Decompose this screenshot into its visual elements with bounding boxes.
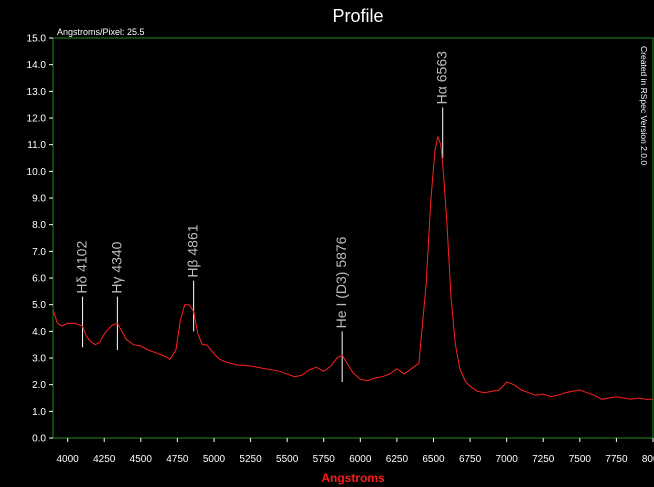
spectrum-line [52,134,653,400]
annotation-label: He I (D3) 5876 [333,236,349,328]
y-tick-label: 7.0 [32,247,46,258]
x-tick-label: 4250 [93,454,116,465]
y-tick-label: 4.0 [32,327,46,338]
x-tick-label: 7250 [532,454,555,465]
annotation-label: Hγ 4340 [108,241,124,293]
angstroms-per-pixel-label: Angstroms/Pixel: 25.5 [57,27,145,37]
x-tick-label: 5750 [313,454,336,465]
chart-title: Profile [332,6,383,26]
x-tick-label: 6000 [349,454,372,465]
y-tick-label: 15.0 [27,34,47,45]
y-tick-label: 2.0 [32,380,46,391]
y-tick-label: 10.0 [27,167,47,178]
x-axis-title: Angstroms [321,471,385,485]
x-tick-label: 5250 [239,454,262,465]
x-tick-label: 8000 [642,454,654,465]
annotation-label: Hδ 4102 [74,241,90,294]
x-tick-label: 4500 [130,454,153,465]
y-tick-label: 12.0 [27,114,47,125]
x-tick-label: 4000 [57,454,80,465]
emission-line-annotations: Hδ 4102 Hγ 4340 Hβ 4861 He I (D3) 5876 Hα 65… [74,51,450,382]
y-axis: 0.0 1.0 2.0 3.0 4.0 5.0 6.0 7.0 8.0 9.0 10.0 11.0 12… [27,34,53,445]
x-axis: 4000 4250 4500 4750 5000 5250 5500 5750 6000 6250… [57,438,654,465]
annotation-label: Hα 6563 [434,51,450,104]
y-tick-label: 14.0 [27,60,47,71]
x-tick-label: 7000 [496,454,519,465]
x-tick-label: 5000 [203,454,226,465]
x-tick-label: 4750 [166,454,189,465]
plot-frame [52,37,654,439]
y-tick-label: 6.0 [32,274,46,285]
x-tick-label: 5500 [276,454,299,465]
y-tick-label: 8.0 [32,220,46,231]
x-tick-label: 6750 [459,454,482,465]
y-tick-label: 0.0 [32,434,46,445]
rspec-watermark: Created in RSpec Version 2.0.0 [639,46,649,165]
y-tick-label: 13.0 [27,87,47,98]
y-tick-label: 9.0 [32,194,46,205]
x-tick-label: 6500 [422,454,445,465]
y-tick-label: 1.0 [32,407,46,418]
x-tick-label: 6250 [386,454,409,465]
y-tick-label: 11.0 [27,140,46,151]
y-tick-label: 5.0 [32,300,46,311]
annotation-label: Hβ 4861 [185,224,201,277]
x-tick-label: 7500 [569,454,592,465]
y-tick-label: 3.0 [32,354,46,365]
x-tick-label: 7750 [605,454,628,465]
